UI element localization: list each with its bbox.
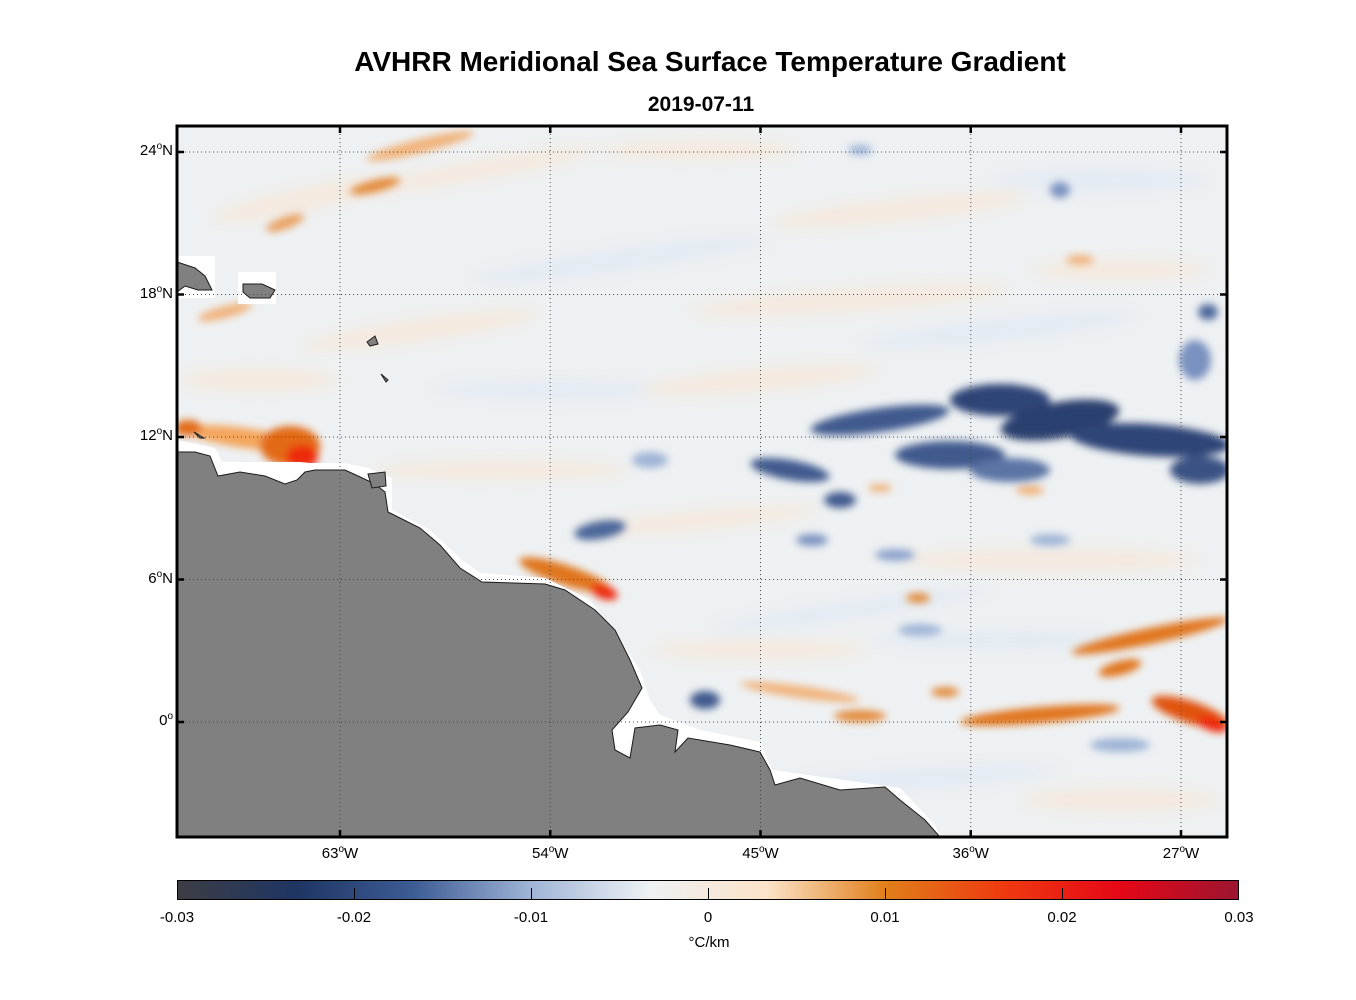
colorbar-tick-label: -0.03 bbox=[159, 909, 195, 926]
colorbar-tick-mark bbox=[354, 888, 355, 899]
colorbar-tick-label: 0.01 bbox=[870, 909, 900, 926]
background-texture bbox=[180, 140, 1220, 812]
trinidad-island bbox=[367, 471, 387, 489]
colorbar-tick-label: -0.02 bbox=[336, 909, 372, 926]
longitude-label: 54oW bbox=[532, 844, 569, 862]
martinique-island bbox=[380, 373, 389, 383]
latitude-label: 0o bbox=[159, 711, 173, 729]
colorbar-tick-mark bbox=[885, 888, 886, 899]
negative-gradient-features bbox=[574, 145, 1227, 752]
south-america-landmass bbox=[177, 451, 941, 837]
map-subtitle: 2019-07-11 bbox=[647, 93, 755, 116]
latitude-label: 24oN bbox=[139, 141, 173, 159]
colorbar-tick-label: 0 bbox=[703, 909, 713, 926]
map-frame bbox=[175, 124, 1229, 839]
latitude-label: 12oN bbox=[139, 426, 173, 444]
longitude-label: 63oW bbox=[321, 844, 359, 862]
colorbar-tick-label: -0.01 bbox=[513, 909, 549, 926]
latitude-label: 18oN bbox=[139, 283, 173, 302]
longitude-label: 27oW bbox=[1162, 844, 1200, 862]
colorbar-tick-mark bbox=[1062, 888, 1063, 899]
graticule bbox=[177, 126, 1227, 837]
colorbar-tick-label: 0.02 bbox=[1047, 909, 1077, 926]
longitude-label: 45oW bbox=[742, 844, 779, 862]
colorbar-tick-mark bbox=[708, 888, 709, 899]
guadeloupe-island bbox=[366, 335, 379, 347]
colorbar-tick-mark bbox=[531, 888, 532, 899]
colorbar-units: °C/km bbox=[688, 934, 730, 951]
latitude-label: 6oN bbox=[148, 568, 173, 587]
longitude-label: 36oW bbox=[952, 844, 989, 862]
map-title: AVHRR Meridional Sea Surface Temperature… bbox=[354, 46, 1066, 77]
virgin-islands bbox=[242, 283, 276, 299]
colorbar-tick-label: 0.03 bbox=[1224, 909, 1254, 926]
